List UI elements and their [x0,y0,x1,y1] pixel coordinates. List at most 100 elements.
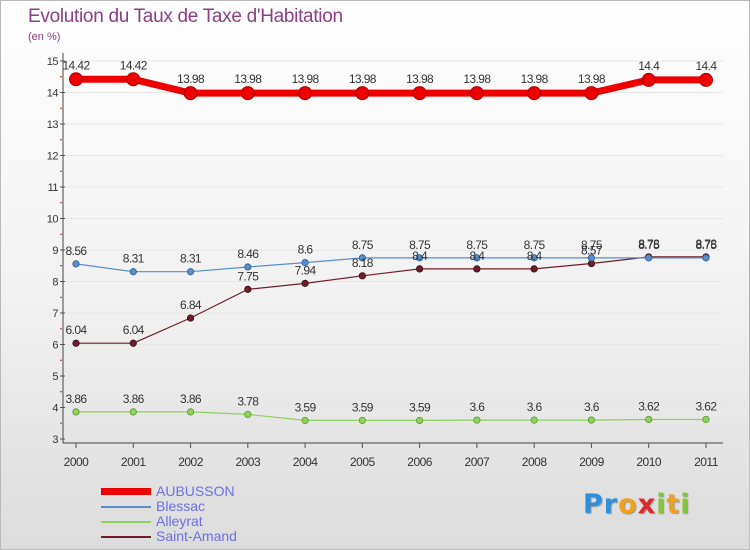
data-labels: 6.04 6.046.847.75 7.948.18 8.4 8.4 8.4 8.57 8.7… [62,58,717,414]
data-label-blessac: 8.75 [352,238,374,252]
x-tick-label: 2007 [465,455,491,469]
data-label-aubusson: 13.98 [177,72,205,86]
data-label-alleyrat: 3.6 [527,400,543,414]
series-lines [75,75,706,421]
data-point-alleyrat [416,416,424,425]
data-label-saint-amand: 6.84 [180,298,202,312]
data-point-saint-amand [186,314,195,322]
data-label-blessac: 8.75 [524,238,546,252]
data-label-aubusson: 13.98 [349,72,377,86]
legend-label: AUBUSSON [156,483,235,499]
data-point-aubusson [698,72,713,87]
y-tick-label: 8 [52,277,58,289]
data-point-aubusson [69,72,83,87]
x-tick-label: 2006 [407,455,433,469]
data-label-saint-amand: 7.75 [237,269,259,283]
x-tick-label: 2000 [64,455,90,469]
data-label-saint-amand: 8.4 [469,249,485,263]
data-label-aubusson: 14.42 [62,58,90,72]
y-tick-label: 13 [47,119,59,131]
data-label-saint-amand: 6.04 [123,323,145,337]
legend-label: Saint-Amand [156,528,237,544]
grid-lines [63,60,723,440]
data-label-blessac: 8.56 [66,244,88,258]
data-label-alleyrat: 3.62 [695,399,717,413]
data-label-saint-amand: 6.04 [66,323,88,337]
data-label-aubusson: 13.98 [234,72,262,86]
data-label-alleyrat: 3.62 [638,399,660,413]
data-point-blessac [72,260,80,268]
data-point-saint-amand [72,339,80,347]
x-tick-label: 2002 [178,455,204,469]
data-point-aubusson [641,72,656,87]
data-point-saint-amand [244,285,252,293]
logo-letter: o [618,489,638,520]
data-point-alleyrat [244,410,252,419]
x-tick-label: 2010 [636,455,662,469]
data-points [69,72,713,425]
data-label-aubusson: 14.4 [638,59,660,73]
proxiti-logo: Proxiti [583,489,691,520]
data-point-aubusson [183,86,198,101]
data-label-alleyrat: 3.59 [352,400,374,414]
x-tick-label: 2009 [579,455,605,469]
data-label-saint-amand: 8.4 [412,249,428,263]
y-tick-label: 11 [48,182,59,194]
data-point-blessac [702,254,710,262]
data-point-aubusson [298,86,313,101]
data-label-aubusson: 13.98 [521,72,549,86]
data-label-aubusson: 13.98 [578,72,606,86]
data-point-aubusson [412,86,427,101]
data-label-alleyrat: 3.59 [295,400,317,414]
data-label-saint-amand: 7.94 [295,263,317,277]
data-label-saint-amand: 8.57 [581,244,603,258]
legend-swatch [101,506,151,508]
data-label-blessac: 8.75 [409,238,431,252]
data-point-aubusson [527,86,542,101]
legend-swatch [101,521,151,523]
y-tick-label: 3 [52,434,58,446]
data-point-blessac [129,268,137,276]
data-label-aubusson: 13.98 [292,72,320,86]
logo-letter: x [637,489,657,520]
x-tick-label: 2008 [522,455,548,469]
series-line-aubusson [76,75,706,97]
data-label-aubusson: 14.42 [120,58,148,72]
data-label-saint-amand: 8.18 [352,256,374,270]
legend: AUBUSSON Blessac Alleyrat Saint-Amand [101,483,301,545]
series-line-blessac [75,257,706,273]
legend-swatch [101,536,151,538]
logo-letter: i [680,489,691,520]
legend-item-aubusson: AUBUSSON [101,483,301,500]
data-point-blessac [416,254,424,262]
y-tick-label: 5 [52,371,58,383]
logo-letter: P [583,489,604,520]
data-point-blessac [301,258,309,267]
data-point-alleyrat [129,408,137,416]
data-label-alleyrat: 3.6 [584,400,600,414]
data-label-saint-amand: 8.78 [695,237,717,251]
data-label-saint-amand: 8.78 [638,237,660,251]
data-point-blessac [530,254,538,262]
data-point-blessac [587,254,596,262]
data-point-alleyrat [587,416,596,424]
x-tick-label: 2003 [235,455,261,469]
y-tick-label: 14 [47,88,59,100]
chart-title: Evolution du Taux de Taxe d'Habitation [28,6,343,27]
data-point-blessac [645,254,653,262]
data-point-blessac [358,254,366,262]
data-label-aubusson: 14.4 [695,59,717,73]
y-tick-label: 10 [47,214,59,226]
y-tick-label: 15 [47,56,59,68]
y-tick-label: 12 [47,151,59,163]
data-label-alleyrat: 3.59 [409,400,431,414]
data-point-aubusson [584,86,599,101]
data-label-aubusson: 13.98 [406,72,434,86]
data-label-blessac: 8.31 [123,252,145,266]
data-label-alleyrat: 3.78 [237,394,259,408]
data-point-alleyrat [358,416,366,425]
y-tick-label: 4 [52,403,58,415]
legend-item-alleyrat: Alleyrat [101,513,301,530]
